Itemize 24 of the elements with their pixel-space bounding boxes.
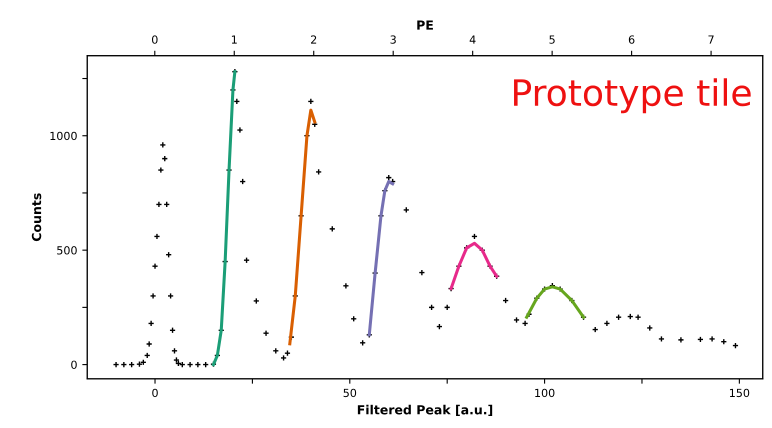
x-tick-label: 100 xyxy=(535,388,554,398)
x2-tick-label: 6 xyxy=(628,35,634,44)
y-tick-label: 500 xyxy=(57,246,77,255)
x2-axis-title: PE xyxy=(417,20,433,30)
line-series xyxy=(288,108,316,346)
x2-tick-label: 2 xyxy=(311,35,316,44)
x2-tick-label: 4 xyxy=(470,36,476,44)
x-tick-label: 50 xyxy=(344,388,356,398)
y-axis-title: Counts xyxy=(32,193,42,242)
x2-tick-label: 7 xyxy=(708,36,714,44)
x2-tick-label: 0 xyxy=(152,35,158,44)
annotation: Prototype tile xyxy=(514,78,751,114)
x2-tick-label: 3 xyxy=(390,35,396,44)
line-series xyxy=(525,285,586,319)
line-series xyxy=(212,70,236,366)
line-series xyxy=(368,180,394,336)
x-tick-label: 150 xyxy=(730,388,750,398)
y-tick-label: 0 xyxy=(71,360,77,369)
y-tick-label: 1000 xyxy=(50,132,77,140)
x-tick-label: 0 xyxy=(152,388,158,398)
x2-tick-label: 1 xyxy=(232,36,237,44)
x2-tick-label: 5 xyxy=(549,36,555,44)
line-series xyxy=(450,242,498,290)
x-axis-title: Filtered Peak [a.u.] xyxy=(358,404,492,416)
